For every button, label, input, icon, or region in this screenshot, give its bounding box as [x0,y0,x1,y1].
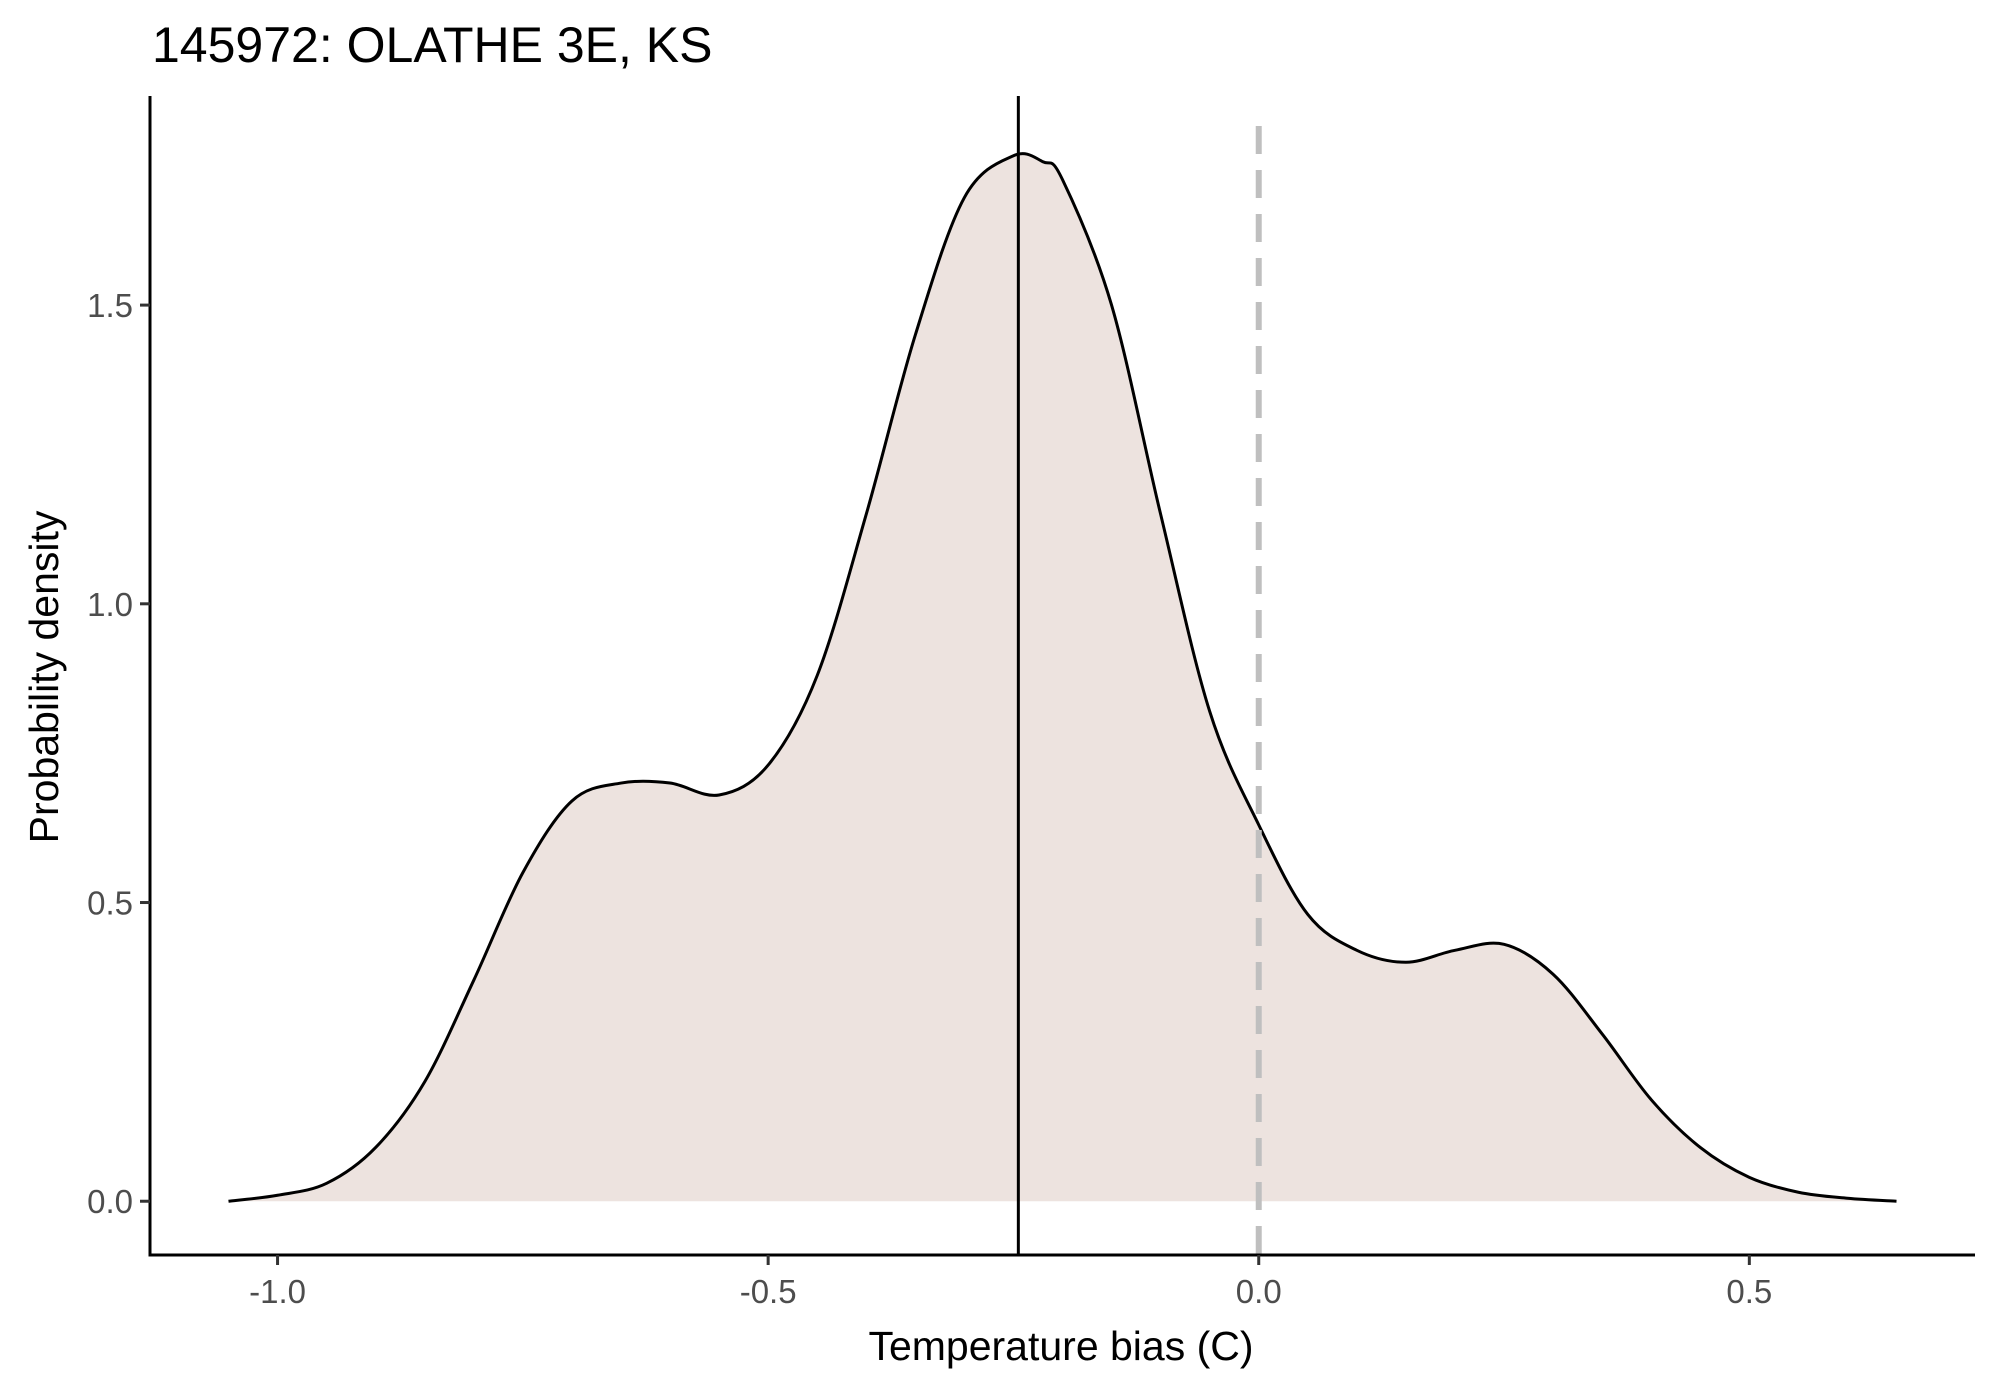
y-axis-ticks: 0.0 0.5 1.0 1.5 [87,287,150,1220]
x-tick-label: -1.0 [249,1273,306,1310]
x-tick-label: 0.0 [1236,1273,1282,1310]
x-axis-title: Temperature bias (C) [868,1323,1253,1369]
density-curve-line [228,152,1897,1203]
x-tick-label: 0.5 [1726,1273,1772,1310]
x-tick-label: -0.5 [740,1273,797,1310]
y-tick-label: 0.5 [87,885,133,922]
y-tick-label: 0.0 [87,1183,133,1220]
y-tick-label: 1.0 [87,586,133,623]
y-axis-title: Probability density [21,510,67,843]
chart-title: 145972: OLATHE 3E, KS [152,17,713,73]
plot-area [228,96,1897,1255]
y-tick-label: 1.5 [87,287,133,324]
density-fill-area [228,153,1897,1202]
x-axis-ticks: -1.0 -0.5 0.0 0.5 [249,1255,1772,1310]
